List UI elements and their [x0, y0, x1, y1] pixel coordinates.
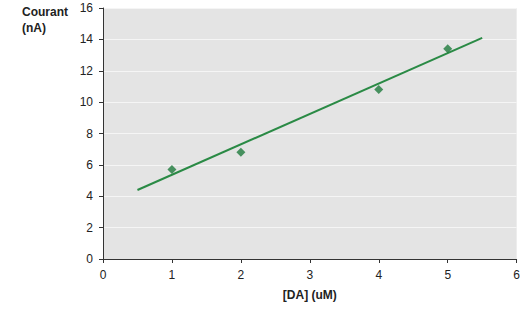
svg-text:0: 0	[86, 252, 93, 266]
svg-text:12: 12	[80, 64, 94, 78]
svg-text:0: 0	[100, 268, 107, 282]
svg-text:14: 14	[80, 32, 94, 46]
svg-text:6: 6	[86, 158, 93, 172]
svg-text:3: 3	[306, 268, 313, 282]
svg-text:1: 1	[169, 268, 176, 282]
svg-text:16: 16	[80, 1, 94, 15]
svg-text:Courant: Courant	[22, 5, 68, 19]
svg-text:2: 2	[238, 268, 245, 282]
svg-text:(nA): (nA)	[22, 21, 46, 35]
svg-text:4: 4	[86, 189, 93, 203]
svg-text:8: 8	[86, 127, 93, 141]
svg-text:6: 6	[513, 268, 520, 282]
svg-text:5: 5	[444, 268, 451, 282]
svg-text:[DA] (uM): [DA] (uM)	[283, 288, 337, 302]
svg-text:4: 4	[375, 268, 382, 282]
svg-text:2: 2	[86, 221, 93, 235]
svg-text:10: 10	[80, 95, 94, 109]
